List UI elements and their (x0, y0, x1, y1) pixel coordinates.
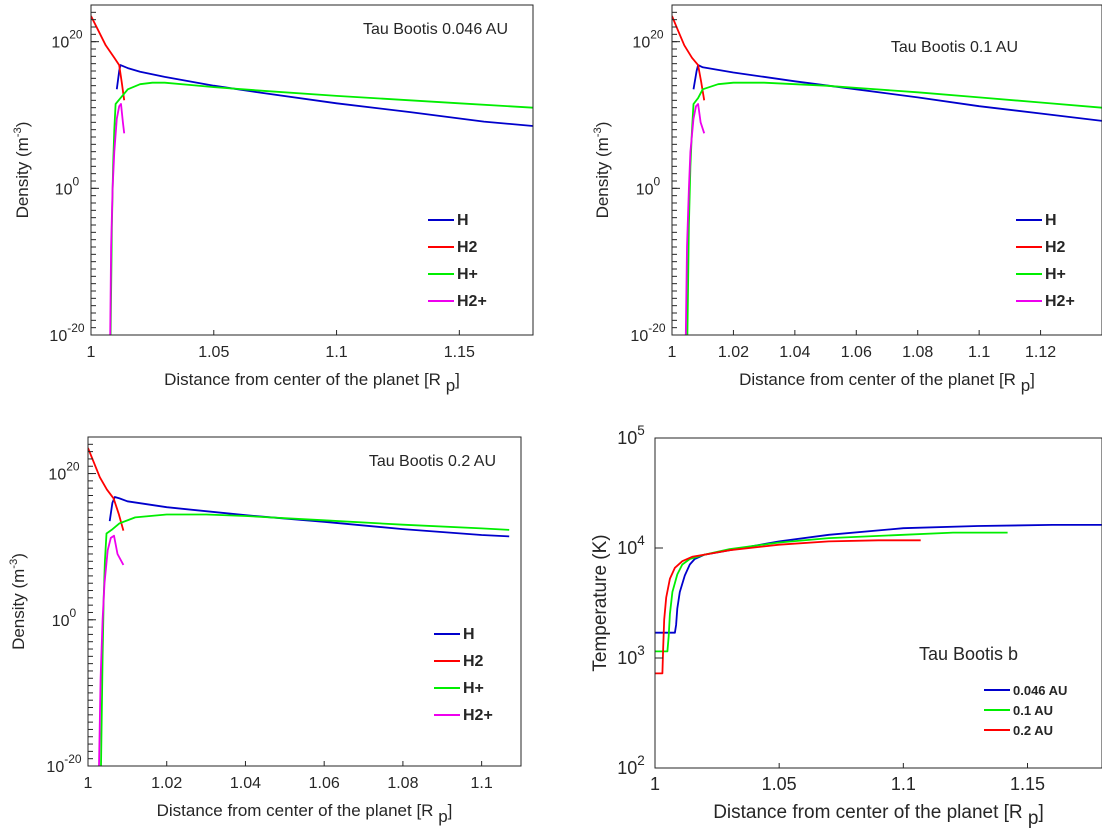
legend-label: H2+ (1045, 293, 1075, 310)
series-line-h2- (109, 103, 126, 335)
legend-label: H2 (463, 653, 484, 670)
chart-annotation: Tau Bootis 0.1 AU (891, 39, 1018, 56)
plot-frame (87, 436, 522, 767)
x-tick-label: 1.05 (198, 344, 229, 361)
x-tick-label: 1.04 (779, 344, 810, 361)
x-tick-label: 1.04 (230, 775, 261, 792)
chart-annotation: Tau Bootis b (919, 644, 1018, 664)
series-line-0-1-au (655, 531, 1008, 653)
legend-label: 0.1 AU (1013, 703, 1053, 718)
y-tick-label: 102 (617, 753, 645, 778)
legend-label: H2 (457, 239, 478, 256)
legend-label: H (463, 626, 475, 643)
y-tick-label: 100 (55, 174, 80, 198)
series-line-h (692, 64, 1102, 122)
x-tick-label: 1.15 (444, 344, 475, 361)
plot-frame (654, 437, 1102, 769)
x-tick-label: 1 (668, 344, 677, 361)
legend: H H2 H+ H2+ (428, 212, 487, 310)
legend-label: H2+ (457, 293, 487, 310)
legend-label: H+ (457, 266, 478, 283)
series-line-h- (100, 513, 510, 766)
y-tick-label: 103 (617, 643, 645, 668)
x-tick-label: 1 (650, 774, 660, 794)
legend-label: H (457, 212, 469, 229)
x-tick-label: 1.06 (841, 344, 872, 361)
x-axis-label: Distance from center of the planet [R p] (713, 802, 1044, 829)
x-axis-label: Distance from center of the planet [R p] (739, 370, 1035, 395)
chart-panel-4: 1 1.05 1.1 1.15 102 103 104 105 Distance from ce… (590, 423, 1102, 829)
legend-label: H+ (1045, 266, 1066, 283)
x-tick-label: 1 (87, 344, 96, 361)
x-tick-label: 1 (84, 775, 93, 792)
legend-label: 0.046 AU (1013, 683, 1067, 698)
x-tick-label: 1.12 (1025, 344, 1056, 361)
x-tick-label: 1.1 (471, 775, 493, 792)
x-tick-label: 1.02 (151, 775, 182, 792)
chart-panel-2: 1 1.02 1.04 1.06 1.08 1.1 1.12 10-20 100 1020 Dist… (592, 4, 1102, 395)
y-tick-label: 10-20 (630, 321, 665, 345)
series-line-h2 (88, 447, 125, 531)
chart-annotation: Tau Bootis 0.046 AU (363, 21, 508, 38)
chart-panel-3: 1 1.02 1.04 1.06 1.08 1.1 10-20 100 1020 Distance… (8, 436, 522, 826)
series-line-h- (686, 81, 1102, 335)
y-tick-label: 10-20 (49, 321, 84, 345)
chart-annotation: Tau Bootis 0.2 AU (369, 453, 496, 470)
series-line-h (108, 496, 510, 538)
x-tick-label: 1.1 (968, 344, 990, 361)
legend-label: H2+ (463, 707, 493, 724)
series-line-h (115, 64, 533, 127)
legend-label: H2 (1045, 239, 1066, 256)
y-tick-label: 100 (636, 174, 661, 198)
series-group (672, 15, 1102, 335)
x-tick-label: 1.08 (387, 775, 418, 792)
x-tick-label: 1.02 (718, 344, 749, 361)
legend-label: H (1045, 212, 1057, 229)
y-tick-label: 1020 (51, 28, 82, 52)
series-line-h2 (91, 15, 126, 101)
legend: H H2 H+ H2+ (434, 626, 493, 724)
y-tick-label: 1020 (48, 460, 79, 484)
y-tick-label: 1020 (632, 28, 663, 52)
legend: 0.046 AU 0.1 AU 0.2 AU (984, 683, 1067, 738)
x-tick-label: 1.08 (902, 344, 933, 361)
y-axis-label: Density (m-3) (8, 553, 28, 650)
chart-panel-1: 1 1.05 1.1 1.15 10-20 100 1020 Distance from ce… (12, 4, 534, 395)
x-axis-label: Distance from center of the planet [R p] (157, 801, 453, 826)
series-line-h2 (672, 15, 706, 101)
plot-frame (90, 4, 534, 336)
x-tick-label: 1.15 (1010, 774, 1045, 794)
legend: H H2 H+ H2+ (1016, 212, 1075, 310)
plot-frame (671, 4, 1102, 336)
y-tick-label: 104 (617, 533, 645, 558)
x-tick-label: 1.1 (891, 774, 916, 794)
series-line-h2- (98, 534, 125, 766)
x-axis-label: Distance from center of the planet [R p] (164, 370, 460, 395)
y-tick-label: 100 (52, 606, 77, 630)
x-tick-label: 1.06 (309, 775, 340, 792)
series-group (91, 15, 533, 335)
y-axis-label: Density (m-3) (592, 122, 612, 219)
y-tick-label: 105 (617, 423, 645, 448)
series-line-0-2-au (655, 539, 921, 675)
y-axis-label: Density (m-3) (12, 122, 32, 219)
x-tick-label: 1.1 (325, 344, 347, 361)
series-group (88, 447, 510, 766)
series-line-h2- (684, 103, 706, 335)
y-tick-label: 10-20 (46, 752, 81, 776)
legend-label: 0.2 AU (1013, 723, 1053, 738)
x-tick-label: 1.05 (762, 774, 797, 794)
legend-label: H+ (463, 680, 484, 697)
series-group (655, 524, 1102, 675)
y-axis-label: Temperature (K) (590, 534, 611, 671)
